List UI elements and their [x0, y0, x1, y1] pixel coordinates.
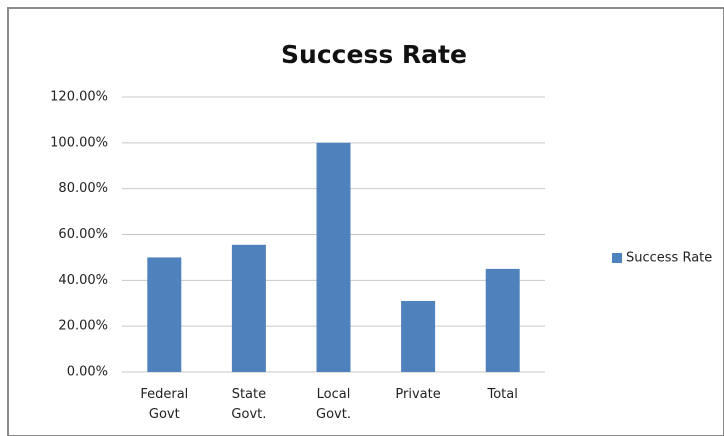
- y-tick-label: 20.00%: [58, 319, 108, 334]
- bar: [485, 268, 520, 372]
- bar: [231, 244, 266, 372]
- y-tick-label: 120.00%: [50, 90, 108, 105]
- x-tick-label: Federal Govt: [140, 387, 188, 422]
- x-tick-label: Local Govt.: [316, 387, 351, 422]
- bar: [316, 142, 351, 372]
- chart-title: Success Rate: [281, 40, 467, 69]
- chart-frame: [7, 7, 724, 436]
- x-tick-label: Total: [487, 387, 518, 402]
- x-tick-label: State Govt.: [231, 387, 266, 422]
- legend-swatch: [612, 253, 622, 263]
- y-tick-label: 100.00%: [50, 135, 108, 150]
- y-tick-label: 60.00%: [58, 227, 108, 242]
- bar: [401, 300, 436, 372]
- y-tick-label: 80.00%: [58, 181, 108, 196]
- y-tick-label: 0.00%: [67, 365, 108, 380]
- y-tick-label: 40.00%: [58, 273, 108, 288]
- legend-label: Success Rate: [626, 251, 712, 266]
- x-tick-label: Private: [395, 387, 440, 402]
- bar: [147, 257, 182, 372]
